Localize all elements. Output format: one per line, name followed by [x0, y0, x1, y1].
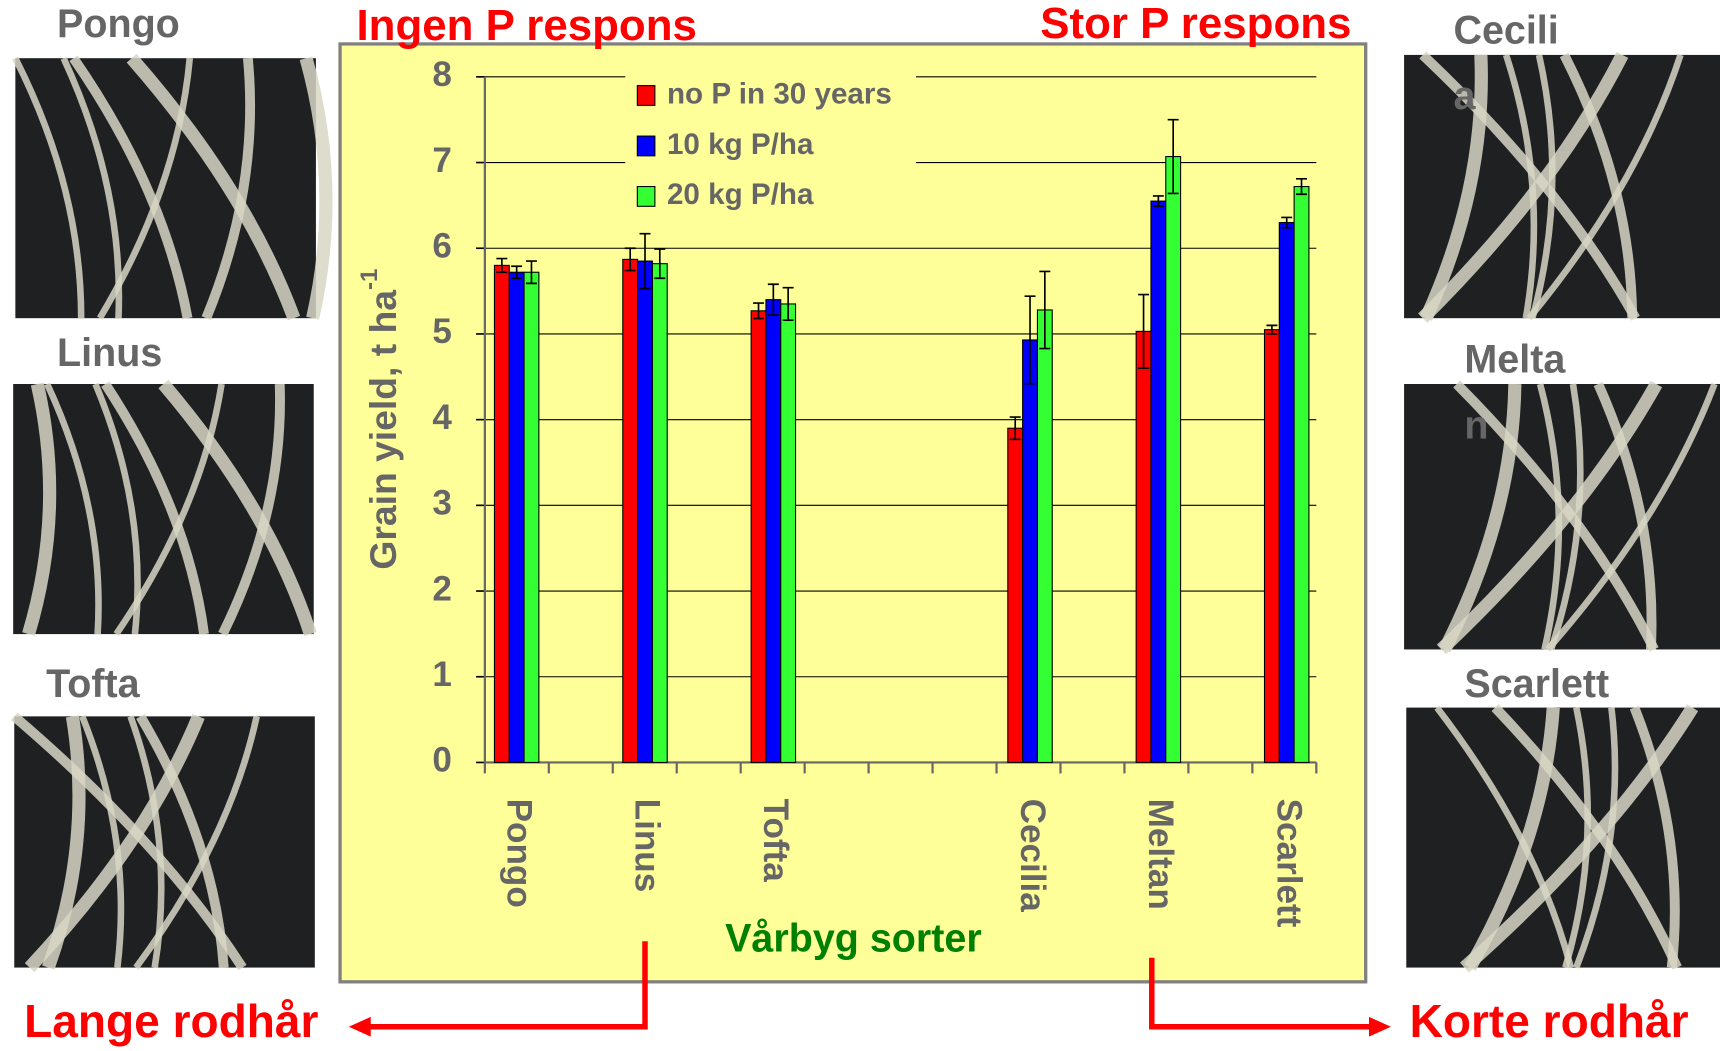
legend-swatch [637, 136, 655, 156]
bottom-right-text: Korte rodhår [1410, 995, 1689, 1047]
y-tick-label: 8 [432, 55, 452, 94]
bar [1008, 428, 1023, 762]
photo-label: Tofta [46, 662, 141, 706]
y-tick-label: 5 [432, 312, 452, 351]
legend-label: 20 kg P/ha [667, 178, 814, 211]
y-axis-label: Grain yield, t ha-1 [356, 269, 404, 570]
y-tick-label: 0 [432, 741, 452, 780]
y-tick-label: 2 [432, 569, 452, 608]
y-tick-label: 6 [432, 227, 452, 266]
legend-swatch [637, 86, 655, 106]
bar [1166, 157, 1181, 763]
title-left: Ingen P respons [357, 1, 697, 50]
x-tick-label: Cecilia [1013, 799, 1052, 913]
y-tick-label: 4 [432, 398, 452, 437]
bar [494, 265, 509, 762]
photo-label: Cecili [1453, 8, 1558, 52]
bar [509, 272, 524, 762]
photo-label: Melta [1464, 337, 1566, 381]
y-label-text: Grain yield, t ha [362, 290, 404, 570]
bar [652, 264, 667, 763]
photo-label: a [1453, 74, 1476, 118]
bar [781, 304, 796, 762]
x-axis-label: Vårbyg sorter [725, 917, 982, 961]
y-label-sup: -1 [356, 269, 383, 290]
y-tick-label: 3 [432, 484, 452, 523]
photo-label: Linus [57, 331, 162, 375]
photo-label: n [1464, 403, 1488, 447]
x-tick-label: Tofta [756, 799, 795, 883]
bar [1136, 331, 1151, 762]
y-tick-label: 7 [432, 141, 452, 180]
bar [1264, 330, 1279, 763]
slide: Ingen P respons Stor P respons Grain yie… [0, 0, 1720, 1051]
legend-swatch [637, 187, 655, 207]
x-tick-label: Scarlett [1269, 799, 1308, 928]
bar [1279, 223, 1294, 763]
title-right: Stor P respons [1040, 0, 1351, 48]
x-tick-label: Meltan [1141, 799, 1180, 910]
bar [623, 259, 638, 762]
bar [751, 311, 766, 763]
bar [1023, 340, 1038, 762]
bar [1037, 310, 1052, 762]
photo-label: Pongo [57, 2, 180, 46]
bar [1151, 201, 1166, 762]
x-tick-label: Pongo [499, 799, 538, 908]
legend-label: 10 kg P/ha [667, 128, 814, 161]
bar [1294, 187, 1309, 763]
legend: no P in 30 years 10 kg P/ha 20 kg P/ha [625, 64, 916, 223]
bar [524, 272, 539, 762]
photo-label: Scarlett [1464, 662, 1609, 706]
y-tick-label: 1 [432, 655, 452, 694]
x-tick-label: Linus [628, 799, 667, 893]
bar [766, 300, 781, 763]
legend-label: no P in 30 years [667, 77, 892, 110]
bar [638, 261, 653, 762]
bottom-left-text: Lange rodhår [24, 995, 318, 1047]
